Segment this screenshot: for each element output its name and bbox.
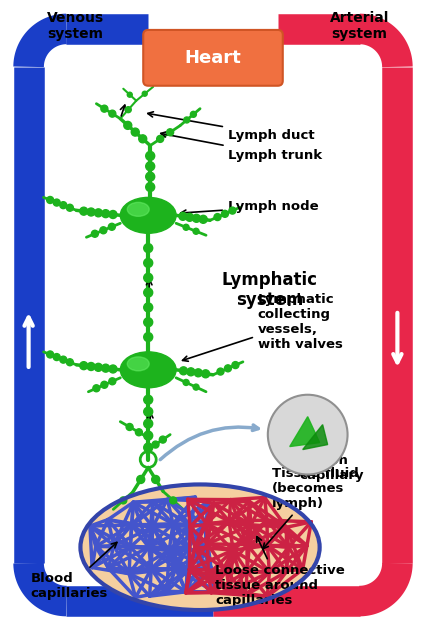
Circle shape [144, 273, 153, 282]
Circle shape [193, 384, 199, 390]
Text: Arterial
system: Arterial system [330, 11, 389, 41]
Circle shape [102, 364, 109, 372]
Circle shape [137, 476, 145, 483]
Circle shape [53, 353, 60, 360]
Circle shape [109, 378, 116, 385]
Circle shape [201, 370, 210, 378]
Circle shape [80, 362, 88, 370]
FancyBboxPatch shape [143, 30, 283, 86]
Text: Loose connective
tissue around
capillaries: Loose connective tissue around capillari… [215, 537, 345, 607]
Circle shape [194, 369, 202, 377]
Circle shape [199, 215, 207, 223]
Circle shape [144, 303, 153, 312]
Text: Lymphatic
system: Lymphatic system [222, 271, 318, 309]
Circle shape [214, 214, 221, 220]
Circle shape [152, 476, 160, 483]
Circle shape [146, 183, 155, 192]
Circle shape [268, 395, 348, 474]
Circle shape [222, 210, 228, 217]
Circle shape [95, 209, 102, 217]
Circle shape [225, 365, 231, 372]
Circle shape [170, 497, 177, 504]
Text: Heart: Heart [184, 49, 242, 67]
Circle shape [232, 362, 239, 369]
Circle shape [125, 106, 131, 113]
Text: Venous
system: Venous system [47, 11, 104, 41]
Circle shape [146, 162, 155, 171]
Circle shape [109, 365, 117, 373]
Circle shape [144, 288, 153, 297]
Circle shape [100, 227, 107, 234]
Circle shape [93, 385, 100, 392]
Polygon shape [303, 425, 328, 450]
Circle shape [87, 362, 95, 370]
Circle shape [190, 112, 196, 117]
Circle shape [46, 351, 54, 358]
Circle shape [139, 135, 147, 143]
Circle shape [229, 207, 236, 214]
Ellipse shape [81, 484, 320, 610]
Circle shape [144, 395, 153, 404]
Circle shape [142, 91, 147, 96]
Text: Lymphatic
collecting
vessels,
with valves: Lymphatic collecting vessels, with valve… [182, 293, 343, 361]
Circle shape [80, 207, 88, 215]
Circle shape [144, 333, 153, 341]
Text: Lymph
capillary: Lymph capillary [300, 451, 364, 483]
Circle shape [184, 117, 190, 123]
Ellipse shape [120, 197, 176, 233]
Circle shape [187, 368, 195, 376]
Circle shape [144, 443, 153, 452]
Circle shape [53, 199, 60, 206]
Circle shape [157, 135, 164, 142]
Circle shape [108, 223, 115, 231]
Circle shape [217, 368, 224, 375]
Circle shape [87, 208, 95, 216]
Circle shape [152, 441, 159, 448]
Circle shape [183, 379, 189, 386]
Circle shape [144, 419, 153, 428]
Circle shape [193, 214, 201, 222]
Circle shape [46, 197, 54, 203]
Circle shape [135, 429, 142, 436]
Circle shape [146, 151, 155, 161]
Circle shape [144, 407, 153, 416]
Text: Blood
capillaries: Blood capillaries [31, 542, 117, 600]
Circle shape [95, 364, 102, 371]
Ellipse shape [127, 202, 149, 216]
Circle shape [120, 497, 127, 504]
Circle shape [126, 423, 133, 430]
Text: Lymph duct: Lymph duct [148, 112, 314, 142]
Polygon shape [290, 416, 320, 447]
Circle shape [144, 318, 153, 327]
Text: Lymph trunk: Lymph trunk [161, 132, 322, 161]
Circle shape [60, 356, 67, 363]
Circle shape [144, 244, 153, 253]
Circle shape [193, 228, 199, 234]
Text: Tissue fluid
(becomes
lymph): Tissue fluid (becomes lymph) [263, 467, 359, 549]
Circle shape [179, 212, 187, 220]
Circle shape [159, 436, 166, 443]
Circle shape [109, 110, 116, 117]
Circle shape [124, 122, 132, 129]
Circle shape [66, 204, 73, 211]
Circle shape [127, 92, 132, 97]
Circle shape [101, 381, 108, 388]
Circle shape [144, 258, 153, 267]
Ellipse shape [127, 357, 149, 371]
Circle shape [101, 105, 108, 112]
Circle shape [167, 129, 174, 135]
Circle shape [102, 210, 109, 217]
Circle shape [146, 172, 155, 181]
Circle shape [66, 358, 73, 366]
Circle shape [131, 128, 139, 136]
Ellipse shape [120, 352, 176, 387]
Circle shape [183, 224, 189, 231]
Circle shape [179, 367, 187, 375]
Circle shape [144, 431, 153, 440]
Circle shape [92, 231, 98, 238]
Circle shape [60, 202, 67, 209]
Circle shape [109, 210, 117, 219]
Text: Lymph node: Lymph node [181, 200, 319, 215]
Circle shape [186, 214, 194, 221]
